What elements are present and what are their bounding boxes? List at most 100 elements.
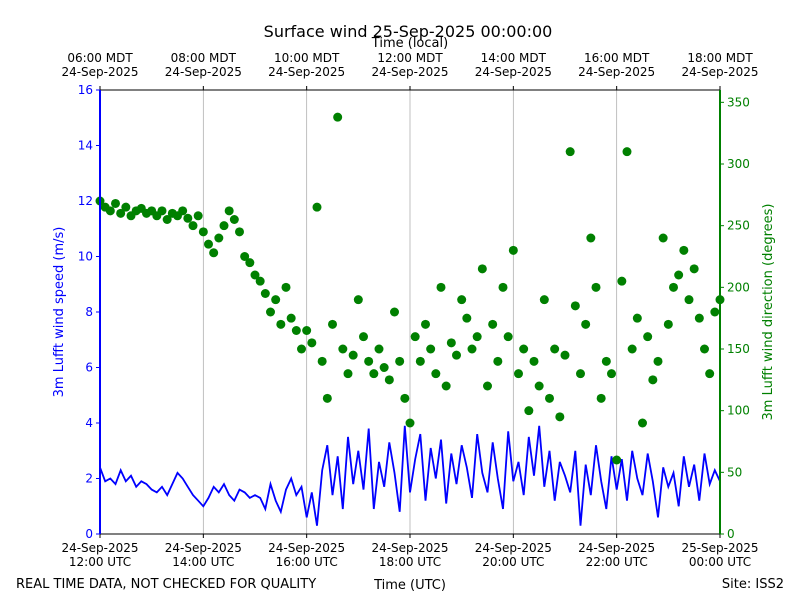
y-tick-label: 2 bbox=[85, 472, 93, 486]
direction-point bbox=[560, 350, 570, 360]
direction-point bbox=[493, 356, 503, 366]
direction-point bbox=[689, 264, 699, 274]
direction-point bbox=[462, 313, 472, 323]
x-tick-label: 24-Sep-2025 16:00 UTC bbox=[268, 541, 345, 569]
direction-point bbox=[374, 344, 384, 354]
direction-point bbox=[508, 245, 518, 255]
y2-tick-label: 0 bbox=[727, 527, 735, 541]
direction-point bbox=[519, 344, 529, 354]
direction-point bbox=[596, 393, 606, 403]
direction-point bbox=[245, 258, 255, 268]
direction-point bbox=[436, 282, 446, 292]
x2-tick-label: 12:00 MDT 24-Sep-2025 bbox=[371, 51, 448, 79]
direction-point bbox=[302, 326, 312, 335]
direction-point bbox=[539, 295, 549, 305]
direction-point bbox=[229, 215, 239, 224]
direction-point bbox=[612, 455, 622, 465]
direction-point bbox=[384, 375, 394, 385]
direction-point bbox=[503, 332, 513, 342]
y2-tick-label: 300 bbox=[727, 157, 750, 171]
direction-point bbox=[188, 221, 198, 231]
direction-point bbox=[260, 289, 270, 298]
direction-point bbox=[472, 332, 482, 342]
direction-point bbox=[421, 319, 430, 329]
direction-point bbox=[224, 206, 234, 216]
direction-point bbox=[431, 369, 441, 379]
direction-point bbox=[638, 418, 647, 428]
chart-title: Surface wind 25-Sep-2025 00:00:00 bbox=[264, 22, 553, 41]
direction-point bbox=[250, 270, 260, 280]
y-axis-label: 3m Lufft wind speed (m/s) bbox=[52, 227, 67, 398]
direction-point bbox=[297, 344, 306, 354]
direction-point bbox=[550, 344, 560, 354]
direction-point bbox=[395, 356, 405, 366]
direction-point bbox=[483, 381, 492, 391]
direction-point bbox=[658, 233, 668, 243]
y-tick-label: 0 bbox=[85, 527, 93, 541]
direction-point bbox=[307, 338, 317, 348]
y-tick-label: 14 bbox=[78, 139, 93, 153]
direction-point bbox=[576, 369, 585, 379]
direction-point bbox=[700, 344, 709, 354]
direction-point bbox=[622, 147, 632, 157]
direction-point bbox=[632, 313, 642, 323]
x2-tick-label: 14:00 MDT 24-Sep-2025 bbox=[475, 51, 552, 79]
direction-point bbox=[452, 350, 461, 360]
direction-point bbox=[555, 412, 565, 422]
x2-tick-label: 16:00 MDT 24-Sep-2025 bbox=[578, 51, 655, 79]
x2-axis-label: Time (local) bbox=[371, 36, 448, 51]
x-axis-label: Time (UTC) bbox=[373, 578, 446, 593]
direction-point bbox=[581, 319, 591, 329]
direction-point bbox=[617, 276, 627, 286]
footer-right: Site: ISS2 bbox=[722, 577, 784, 592]
direction-point bbox=[255, 276, 265, 286]
x-tick-label: 25-Sep-2025 00:00 UTC bbox=[681, 541, 758, 569]
direction-point bbox=[105, 206, 115, 216]
direction-point bbox=[348, 350, 358, 360]
y-tick-label: 6 bbox=[85, 361, 93, 375]
direction-point bbox=[390, 307, 399, 317]
direction-point bbox=[586, 233, 596, 243]
direction-point bbox=[694, 313, 704, 323]
x2-tick-label: 08:00 MDT 24-Sep-2025 bbox=[165, 51, 242, 79]
direction-point bbox=[524, 406, 534, 416]
direction-point bbox=[648, 375, 658, 385]
direction-point bbox=[183, 213, 193, 223]
y2-tick-label: 100 bbox=[727, 404, 750, 418]
direction-point bbox=[209, 248, 219, 258]
direction-point bbox=[679, 245, 689, 255]
direction-point bbox=[514, 369, 523, 379]
direction-point bbox=[266, 307, 275, 317]
direction-point bbox=[601, 356, 611, 366]
direction-point bbox=[653, 356, 663, 366]
direction-point bbox=[410, 332, 420, 342]
direction-point bbox=[343, 369, 353, 379]
direction-point bbox=[570, 301, 580, 311]
direction-point bbox=[281, 282, 291, 292]
direction-point bbox=[565, 147, 575, 157]
direction-point bbox=[607, 369, 616, 379]
x-tick-label: 24-Sep-2025 14:00 UTC bbox=[165, 541, 242, 569]
direction-point bbox=[674, 270, 684, 280]
y-tick-label: 12 bbox=[78, 194, 93, 208]
direction-point bbox=[379, 363, 389, 372]
direction-point bbox=[669, 282, 678, 292]
direction-point bbox=[276, 319, 286, 329]
direction-point bbox=[353, 295, 363, 305]
x-tick-label: 24-Sep-2025 20:00 UTC bbox=[475, 541, 552, 569]
direction-point bbox=[488, 319, 498, 329]
direction-point bbox=[328, 319, 337, 329]
direction-point bbox=[663, 319, 673, 329]
speed-line bbox=[99, 425, 721, 526]
x2-tick-label: 18:00 MDT 24-Sep-2025 bbox=[681, 51, 758, 79]
direction-point bbox=[446, 338, 456, 348]
y-tick-label: 10 bbox=[78, 250, 93, 264]
y-tick-label: 4 bbox=[85, 416, 93, 430]
direction-point bbox=[627, 344, 637, 354]
direction-point bbox=[545, 393, 554, 403]
direction-point bbox=[710, 307, 720, 317]
direction-point bbox=[214, 233, 224, 243]
direction-point bbox=[400, 393, 410, 403]
direction-point bbox=[643, 332, 653, 342]
